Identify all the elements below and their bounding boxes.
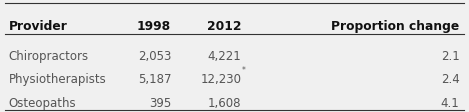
Text: Provider: Provider (8, 20, 68, 33)
Text: 5,187: 5,187 (138, 73, 171, 86)
Text: 2,053: 2,053 (138, 50, 171, 63)
Text: Osteopaths: Osteopaths (8, 97, 76, 110)
Text: 4,221: 4,221 (208, 50, 242, 63)
Text: Chiropractors: Chiropractors (8, 50, 89, 63)
Text: 2.1: 2.1 (441, 50, 460, 63)
Text: 4.1: 4.1 (441, 97, 460, 110)
Text: 1998: 1998 (137, 20, 171, 33)
Text: Physiotherapists: Physiotherapists (8, 73, 106, 86)
Text: 1,608: 1,608 (208, 97, 242, 110)
Text: *: * (242, 66, 246, 75)
Text: Proportion change: Proportion change (332, 20, 460, 33)
Text: 395: 395 (149, 97, 171, 110)
Text: 12,230: 12,230 (201, 73, 242, 86)
Text: 2012: 2012 (207, 20, 242, 33)
Text: 2.4: 2.4 (441, 73, 460, 86)
